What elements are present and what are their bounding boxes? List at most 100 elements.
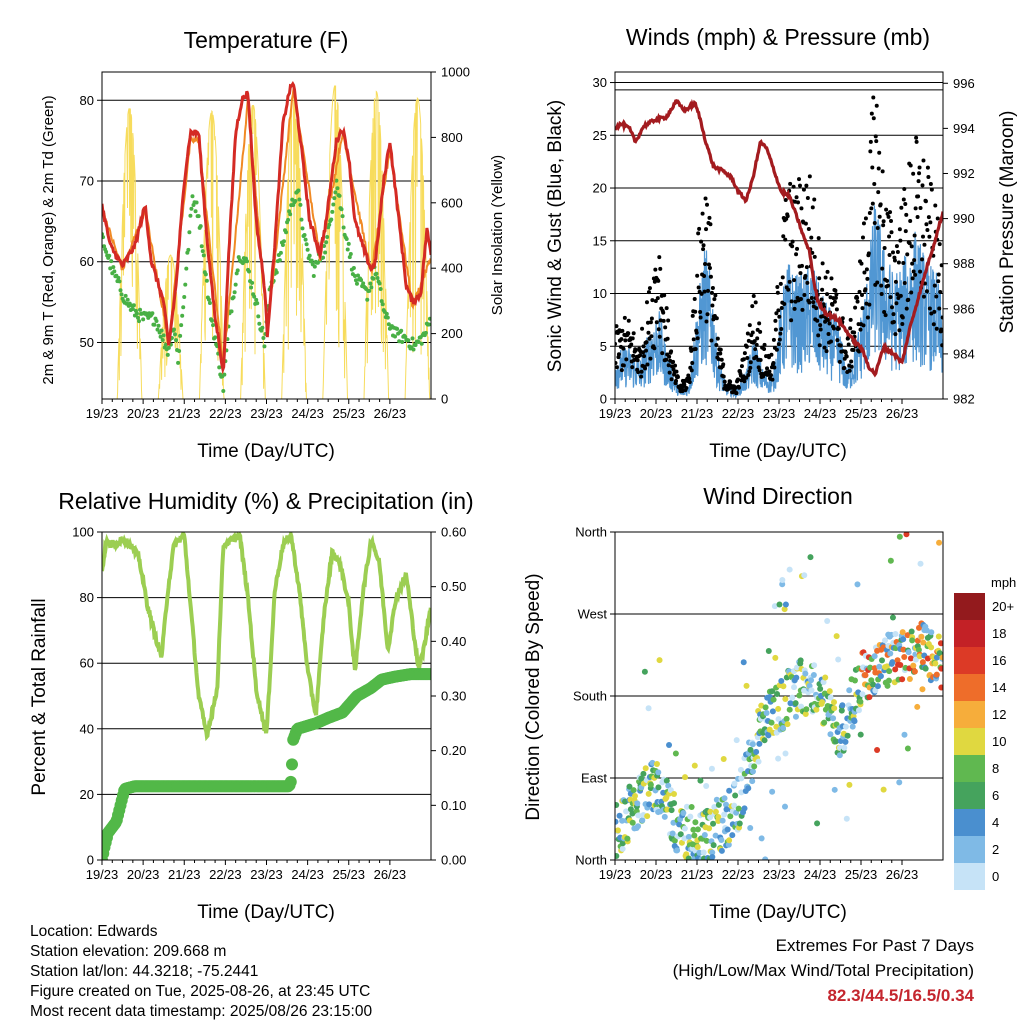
direction-point [731,802,738,809]
gust-point [924,289,929,294]
gust-point [706,262,711,267]
gust-point [698,315,703,320]
colorbar-swatch [954,647,985,674]
direction-point [843,815,850,822]
gust-point [660,351,665,356]
direction-point [889,659,896,666]
direction-point [615,852,620,859]
direction-point [694,826,701,833]
gust-point [770,377,775,382]
direction-point [653,760,660,767]
direction-point [835,656,842,663]
left-axis-label: Sonic Wind & Gust (Blue, Black) [545,100,566,372]
direction-point [820,679,827,686]
gust-point [925,228,930,233]
direction-point [821,719,828,726]
gust-point [703,196,708,201]
gust-point [807,300,812,305]
dewpoint-point [116,275,121,280]
direction-point [883,663,890,670]
y-tick-label: 0 [87,853,94,868]
gust-point [880,266,885,271]
gust-point [888,210,893,215]
dewpoint-point [298,202,303,207]
gust-point [814,306,819,311]
y2-tick-label: 0.20 [441,743,466,758]
dewpoint-point [252,294,257,299]
direction-point [798,703,805,710]
y2-tick-label: 0.10 [441,798,466,813]
dewpoint-point [334,178,339,183]
direction-point [807,554,814,561]
direction-point [743,682,750,689]
gust-point [708,274,713,279]
gust-point [690,313,695,318]
gust-point [693,309,698,314]
gust-point [696,231,701,236]
x-axis-label: Time (Day/UTC) [197,441,335,462]
dewpoint-point [250,280,255,285]
gust-point [644,340,649,345]
gust-point [798,271,803,276]
gust-point [697,226,702,231]
gust-point [645,320,650,325]
gust-point [826,317,831,322]
dewpoint-point [384,311,389,316]
gust-point [920,257,925,262]
direction-point [747,746,754,753]
y2-tick-label: 986 [953,301,975,316]
direction-point [723,806,730,813]
gust-point [655,296,660,301]
gust-point [902,280,907,285]
dewpoint-point [199,244,204,249]
direction-point [935,633,942,640]
colorbar-swatch [954,701,985,728]
gust-point [653,267,658,272]
gust-point [886,214,891,219]
gust-point [916,194,921,199]
gust-point [801,187,806,192]
dewpoint-point [288,212,293,217]
gust-point [773,327,778,332]
direction-point [761,737,768,744]
direction-point [769,708,776,715]
gust-point [620,328,625,333]
gust-point [846,342,851,347]
gust-point [695,273,700,278]
gust-point [630,336,635,341]
dewpoint-point [399,328,404,333]
direction-point [733,737,740,744]
direction-point [866,694,873,701]
gust-point [615,324,619,329]
gust-point [705,288,710,293]
direction-point [772,654,779,661]
dewpoint-point [257,321,262,326]
gust-point [772,365,777,370]
gust-point [804,265,809,270]
colorbar-label: 8 [992,761,999,776]
gust-point [879,283,884,288]
gust-point [876,190,881,195]
dewpoint-point [193,209,198,214]
direction-point [710,820,717,827]
direction-point [914,703,921,710]
gust-point [918,269,923,274]
gust-point [812,254,817,259]
dewpoint-point [152,322,157,327]
direction-point [918,633,925,640]
direction-point [838,707,845,714]
panel-title: Temperature (F) [184,27,349,53]
y-tick-label: East [581,771,607,786]
dewpoint-point [130,306,135,311]
gust-point [769,352,774,357]
gust-point [789,299,794,304]
gust-point [667,354,672,359]
dewpoint-point [182,294,187,299]
direction-point [632,793,639,800]
gust-point [689,348,694,353]
direction-point [629,819,636,826]
direction-point [781,803,788,810]
y2-tick-label: 988 [953,256,975,271]
gust-point [889,218,894,223]
station-info: Location: Edwards Station elevation: 209… [30,922,372,1022]
